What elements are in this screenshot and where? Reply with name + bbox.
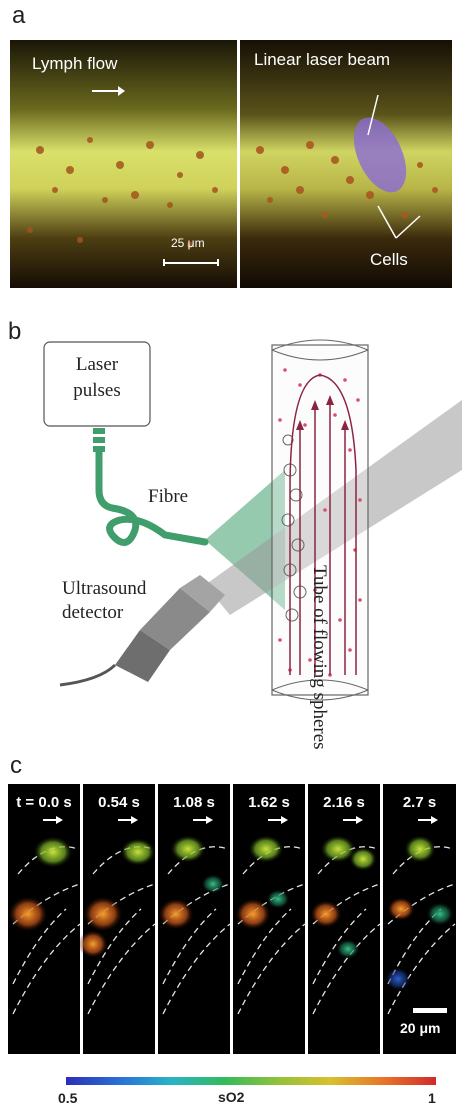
panel-a-letter: a xyxy=(12,2,26,29)
ultrasound-beam xyxy=(205,400,462,615)
panel-a-left-image: Lymph flow 25 μm xyxy=(10,40,237,288)
lymph-vessel-image-right xyxy=(240,40,452,288)
panel-c-letter: c xyxy=(10,752,22,779)
detector-label-line1: Ultrasound xyxy=(62,578,147,599)
panel-b-schematic xyxy=(43,339,462,701)
frame-overlays xyxy=(8,816,456,1015)
frame-4-time: 1.62 s xyxy=(248,794,290,811)
lymph-flow-label: Lymph flow xyxy=(32,54,118,73)
fibre-cable xyxy=(95,448,209,546)
time-series-frames: t = 0.0 s 0.54 s 1.08 s 1.62 s 2.16 s 2.… xyxy=(8,784,456,1054)
laser-label-line1: Laser xyxy=(75,354,119,375)
panel-b-letter: b xyxy=(8,318,22,345)
laser-label-line2: pulses xyxy=(73,380,121,401)
cells-label: Cells xyxy=(370,250,408,269)
panel-a-right-image: Linear laser beam Cells xyxy=(240,40,452,288)
detector-label-line2: detector xyxy=(62,602,124,623)
laser-pulses-label: Laser pulses xyxy=(44,352,150,404)
lymph-vessel-image-left xyxy=(10,40,237,288)
frame-2-time: 0.54 s xyxy=(98,794,140,811)
ultrasound-detector xyxy=(59,575,225,687)
colorbar-max-label: 1 xyxy=(428,1090,436,1106)
frame-5-time: 2.16 s xyxy=(323,794,365,811)
fibre-label: Fibre xyxy=(148,486,189,507)
tube-label: Tube of flowing spheres xyxy=(309,565,330,750)
colorbar-title: sO2 xyxy=(218,1089,244,1105)
detector-label: Ultrasound detector xyxy=(62,577,146,625)
so2-colorbar xyxy=(66,1077,436,1085)
scale-bar-label-a: 25 μm xyxy=(171,236,205,250)
tube-of-flowing-spheres xyxy=(271,339,369,701)
frame-6-time: 2.7 s xyxy=(402,794,437,811)
linear-laser-beam-label: Linear laser beam xyxy=(254,50,391,69)
laser-box xyxy=(43,341,151,427)
frame-3-time: 1.08 s xyxy=(173,794,215,811)
scale-bar-c xyxy=(413,1008,447,1013)
scale-bar-label-c: 20 μm xyxy=(400,1020,441,1036)
frame-1-time: t = 0.0 s xyxy=(16,794,72,811)
flow-arrow-icon xyxy=(90,84,126,102)
colorbar-min-label: 0.5 xyxy=(58,1090,78,1106)
so2-label: sO2 xyxy=(218,1089,245,1105)
scale-bar-a xyxy=(163,259,219,266)
